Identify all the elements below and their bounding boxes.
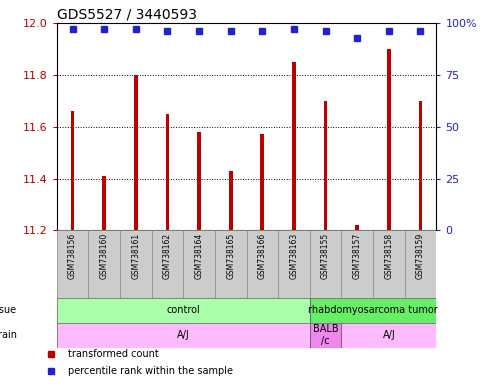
Text: A/J: A/J [383,330,395,340]
Bar [120,230,152,298]
Text: percentile rank within the sample: percentile rank within the sample [68,366,233,376]
Text: GSM738166: GSM738166 [258,232,267,279]
Bar [134,75,138,230]
Bar [229,171,233,230]
Text: BALB
/c: BALB /c [313,324,338,346]
Bar [246,230,278,298]
Bar [310,230,341,298]
Bar [355,225,359,230]
Bar [310,323,341,348]
Bar [405,230,436,298]
Text: GDS5527 / 3440593: GDS5527 / 3440593 [57,8,197,22]
Bar [292,62,296,230]
Bar [215,230,246,298]
Bar [183,230,215,298]
Text: A/J: A/J [177,330,190,340]
Bar [70,111,74,230]
Text: rhabdomyosarcoma tumor: rhabdomyosarcoma tumor [308,305,438,315]
Bar [197,132,201,230]
Bar [260,134,264,230]
Bar [341,230,373,298]
Text: GSM738160: GSM738160 [100,232,108,279]
Bar [152,230,183,298]
Bar [57,230,88,298]
Bar [419,101,423,230]
Bar [373,230,405,298]
Bar [102,176,106,230]
Text: GSM738162: GSM738162 [163,232,172,278]
Bar [88,230,120,298]
Text: GSM738161: GSM738161 [131,232,141,278]
Text: GSM738165: GSM738165 [226,232,235,279]
Bar [310,298,436,323]
Bar [278,230,310,298]
Text: tissue: tissue [0,305,17,315]
Text: GSM738157: GSM738157 [352,232,362,279]
Text: GSM738155: GSM738155 [321,232,330,279]
Text: strain: strain [0,330,17,340]
Text: GSM738163: GSM738163 [289,232,298,279]
Text: GSM738156: GSM738156 [68,232,77,279]
Text: GSM738164: GSM738164 [195,232,204,279]
Text: GSM738159: GSM738159 [416,232,425,279]
Bar [324,101,327,230]
Bar [341,323,436,348]
Bar [387,49,391,230]
Bar [57,323,310,348]
Text: transformed count: transformed count [68,349,159,359]
Text: control: control [166,305,200,315]
Text: GSM738158: GSM738158 [385,232,393,278]
Bar [166,114,169,230]
Bar [57,298,310,323]
